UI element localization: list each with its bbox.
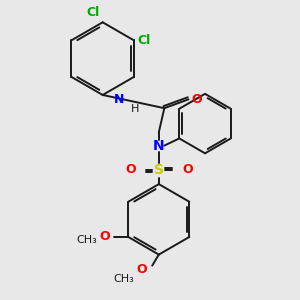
Text: N: N	[153, 139, 165, 153]
Text: O: O	[125, 163, 136, 176]
Text: O: O	[192, 93, 203, 106]
Text: CH₃: CH₃	[114, 274, 135, 284]
Text: O: O	[99, 230, 110, 244]
Text: H: H	[131, 104, 140, 114]
Text: Cl: Cl	[137, 34, 151, 47]
Text: O: O	[136, 263, 147, 277]
Text: N: N	[114, 93, 125, 106]
Text: S: S	[154, 163, 164, 177]
Text: CH₃: CH₃	[77, 235, 98, 245]
Text: O: O	[182, 163, 193, 176]
Text: Cl: Cl	[86, 6, 99, 19]
